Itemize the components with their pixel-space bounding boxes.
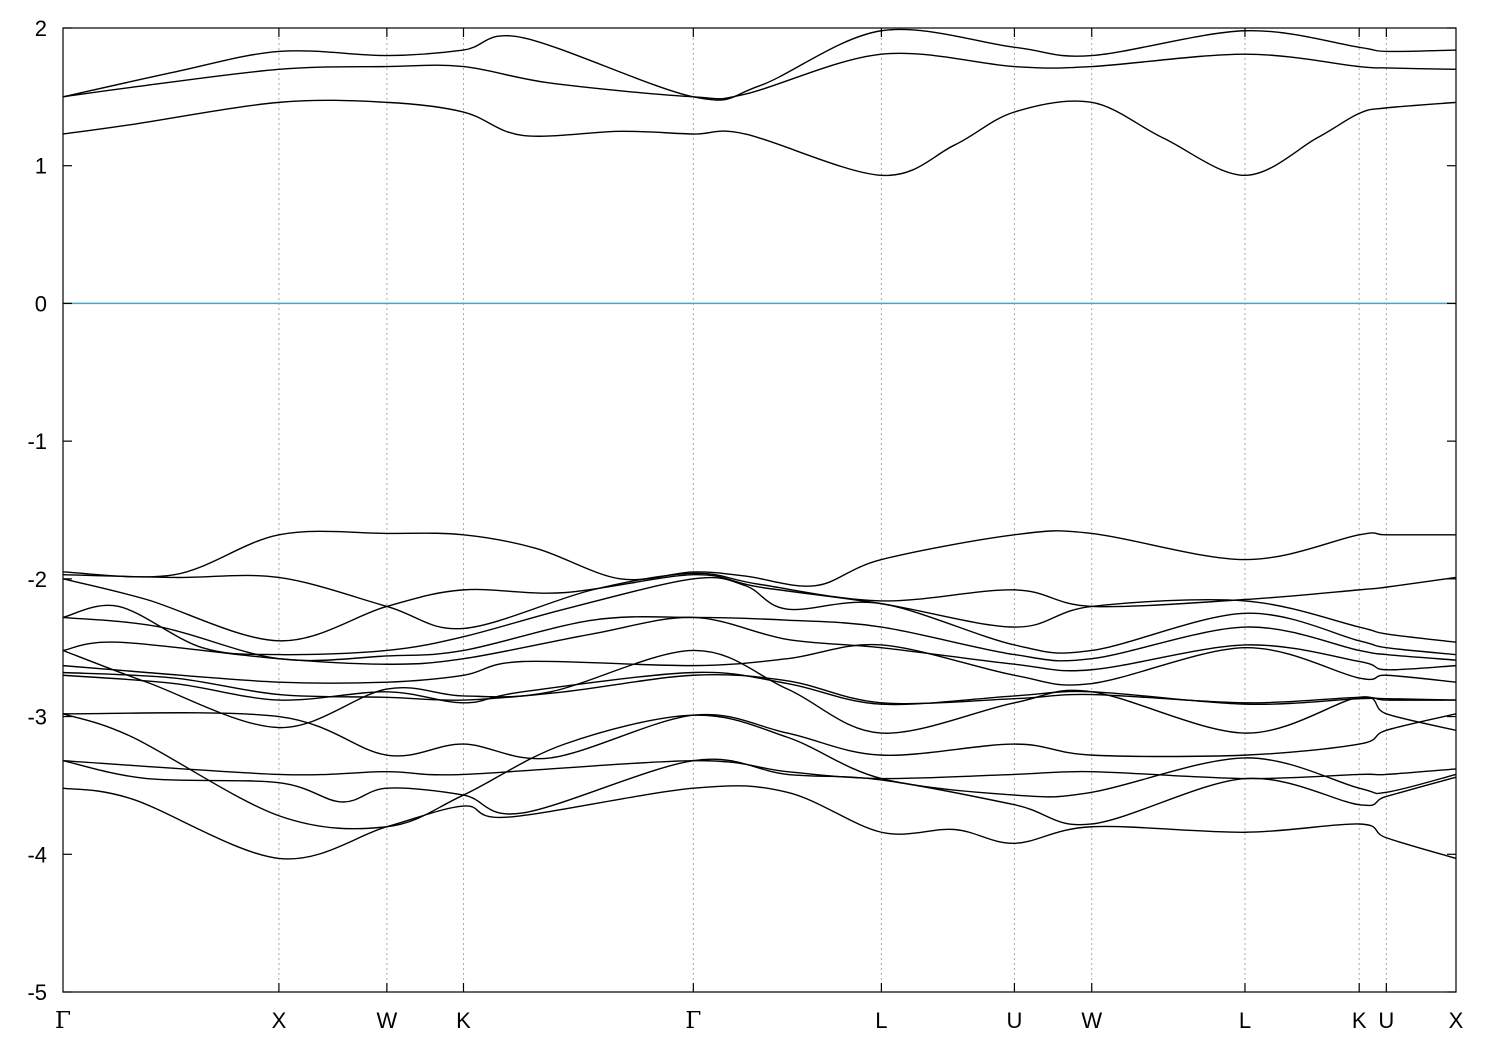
kpoint-label-10: U	[1378, 1008, 1394, 1033]
kpoint-label-1: X	[272, 1008, 287, 1033]
y-tick-label-5: -3	[27, 705, 47, 730]
kpoint-label-0: Γ	[55, 1008, 71, 1034]
y-tick-label-6: -4	[27, 842, 47, 867]
band-line-1	[62, 99, 1457, 177]
kpoint-label-4: Γ	[685, 1008, 701, 1034]
band-line-6	[62, 574, 1457, 643]
kpoint-label-2: W	[376, 1008, 397, 1033]
band-line-10	[62, 643, 1457, 686]
kpoint-label-5: L	[875, 1008, 887, 1033]
y-tick-label-7: -5	[27, 980, 47, 1005]
y-tick-label-4: -2	[27, 567, 47, 592]
y-tick-label-0: 2	[35, 16, 47, 41]
band-line-14	[62, 712, 1457, 760]
band-line-15	[62, 713, 1457, 830]
band-line-3	[62, 28, 1457, 101]
plot-frame	[62, 27, 1457, 993]
y-tick-label-3: -1	[27, 429, 47, 454]
band-line-9	[62, 616, 1457, 672]
y-tick-label-1: 1	[35, 154, 47, 179]
band-line-5	[62, 572, 1457, 630]
y-tick-label-2: 0	[35, 291, 47, 316]
band-line-12	[62, 671, 1457, 705]
kpoint-label-7: W	[1081, 1008, 1102, 1033]
kpoint-label-11: X	[1449, 1008, 1464, 1033]
band-line-18	[62, 785, 1457, 860]
band-line-4	[62, 530, 1456, 587]
kpoint-label-8: L	[1239, 1008, 1251, 1033]
kpoint-label-3: K	[456, 1008, 471, 1033]
plot-border	[62, 27, 1457, 993]
band-line-13	[62, 671, 1457, 706]
kpoint-label-9: K	[1352, 1008, 1367, 1033]
band-line-17	[62, 758, 1457, 826]
band-line-2	[62, 52, 1457, 100]
band-lines	[62, 28, 1457, 860]
kpoint-gridlines	[278, 28, 1387, 992]
band-line-7	[62, 576, 1457, 656]
y-axis-ticks: 2 1 0 -1 -2 -3 -4 -5	[27, 16, 1456, 1005]
kpoint-label-6: U	[1006, 1008, 1022, 1033]
